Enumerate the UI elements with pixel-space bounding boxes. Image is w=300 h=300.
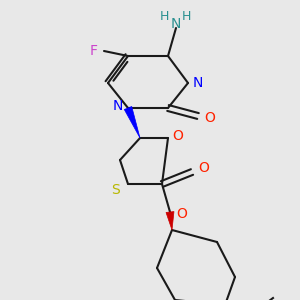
Text: H: H [159, 10, 169, 22]
Text: S: S [112, 183, 120, 197]
Text: N: N [113, 99, 123, 113]
Text: H: H [181, 10, 191, 22]
Text: N: N [171, 17, 181, 31]
Text: O: O [177, 207, 188, 221]
Polygon shape [166, 212, 174, 230]
Text: N: N [193, 76, 203, 90]
Polygon shape [124, 106, 140, 138]
Text: O: O [205, 111, 215, 125]
Text: O: O [172, 129, 183, 143]
Text: F: F [90, 44, 98, 58]
Text: O: O [199, 161, 209, 175]
